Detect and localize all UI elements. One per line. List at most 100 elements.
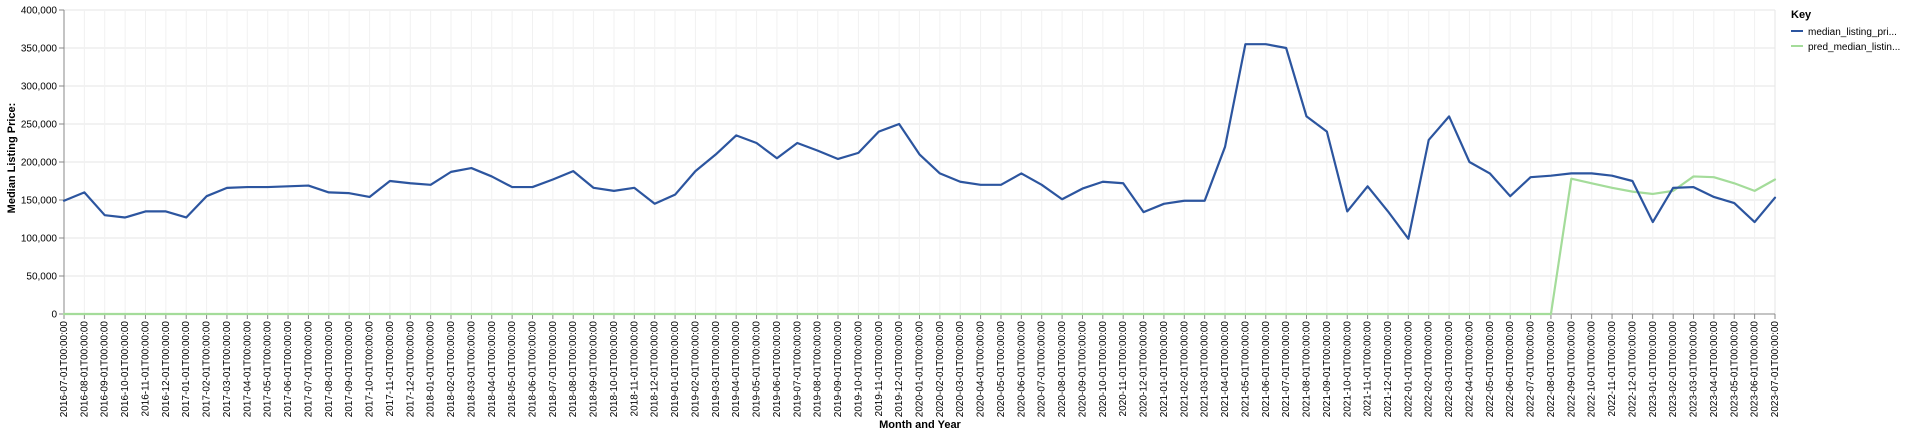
x-tick-label: 2020-01-01T00:00:00 [915, 321, 926, 418]
x-tick-label: 2016-08-01T00:00:00 [79, 321, 90, 418]
gridlines [63, 9, 1776, 315]
x-tick-label: 2019-05-01T00:00:00 [752, 321, 763, 418]
x-tick-label: 2016-11-01T00:00:00 [140, 321, 151, 417]
x-tick-label: 2020-06-01T00:00:00 [1016, 321, 1027, 418]
x-tick-label: 2019-06-01T00:00:00 [772, 321, 783, 418]
x-tick-label: 2018-02-01T00:00:00 [446, 321, 457, 418]
x-tick-label: 2020-10-01T00:00:00 [1098, 321, 1109, 418]
x-tick-label: 2021-04-01T00:00:00 [1220, 321, 1231, 418]
x-tick-label: 2018-06-01T00:00:00 [527, 321, 538, 418]
x-tick-label: 2017-05-01T00:00:00 [263, 321, 274, 418]
y-tick-label: 0 [51, 310, 57, 321]
x-tick-label: 2020-03-01T00:00:00 [955, 321, 966, 418]
x-tick-label: 2022-07-01T00:00:00 [1526, 321, 1537, 418]
x-tick-label: 2018-07-01T00:00:00 [548, 321, 559, 418]
series-line-pred [62, 175, 1777, 316]
legend-label-pred: pred_median_listin... [1808, 42, 1900, 53]
x-tick-label: 2020-12-01T00:00:00 [1139, 321, 1150, 418]
x-tick-label: 2023-01-01T00:00:00 [1648, 321, 1659, 418]
x-tick-label: 2023-06-01T00:00:00 [1750, 321, 1761, 418]
x-tick-label: 2020-05-01T00:00:00 [996, 321, 1007, 418]
y-tick-label: 350,000 [21, 44, 58, 55]
x-tick-label: 2021-02-01T00:00:00 [1179, 321, 1190, 418]
legend: Key median_listing_pri... pred_median_li… [1791, 9, 1900, 53]
x-tick-label: 2017-10-01T00:00:00 [365, 321, 376, 418]
x-tick-label: 2023-05-01T00:00:00 [1729, 321, 1740, 418]
x-tick-label: 2019-03-01T00:00:00 [711, 321, 722, 418]
y-tick-label: 100,000 [21, 234, 58, 245]
x-tick-label: 2020-07-01T00:00:00 [1037, 321, 1048, 418]
x-tick-label: 2023-03-01T00:00:00 [1689, 321, 1700, 418]
x-tick-label: 2019-12-01T00:00:00 [894, 321, 905, 418]
x-tick-label: 2021-12-01T00:00:00 [1383, 321, 1394, 418]
x-tick-label: 2018-01-01T00:00:00 [426, 321, 437, 418]
x-tick-label: 2022-09-01T00:00:00 [1566, 321, 1577, 418]
x-tick-label: 2021-03-01T00:00:00 [1200, 321, 1211, 418]
x-tick-label: 2021-01-01T00:00:00 [1159, 321, 1170, 418]
x-tick-label: 2022-12-01T00:00:00 [1627, 321, 1638, 418]
x-tick-label: 2016-12-01T00:00:00 [161, 321, 172, 418]
x-tick-label: 2017-07-01T00:00:00 [303, 321, 314, 418]
x-tick-label: 2019-02-01T00:00:00 [690, 321, 701, 418]
x-tick-label: 2022-01-01T00:00:00 [1403, 321, 1414, 418]
y-axis: 0 50,000 100,000 150,000 200,000 250,000 300,0… [21, 6, 65, 321]
x-tick-label: 2021-08-01T00:00:00 [1302, 321, 1313, 418]
x-tick-label: 2021-11-01T00:00:00 [1363, 321, 1374, 417]
x-tick-label: 2018-11-01T00:00:00 [629, 321, 640, 417]
x-tick-label: 2021-10-01T00:00:00 [1342, 321, 1353, 418]
x-tick-label: 2019-11-01T00:00:00 [874, 321, 885, 417]
x-tick-label: 2021-06-01T00:00:00 [1261, 321, 1272, 418]
x-tick-label: 2022-11-01T00:00:00 [1607, 321, 1618, 417]
y-tick-label: 250,000 [21, 120, 58, 131]
x-tick-label: 2019-01-01T00:00:00 [670, 321, 681, 418]
y-tick-label: 50,000 [26, 272, 57, 283]
x-tick-label: 2016-07-01T00:00:00 [59, 321, 70, 418]
x-tick-label: 2018-04-01T00:00:00 [487, 321, 498, 418]
x-tick-label: 2018-10-01T00:00:00 [609, 321, 620, 418]
x-tick-label: 2022-04-01T00:00:00 [1464, 321, 1475, 418]
x-tick-label: 2022-03-01T00:00:00 [1444, 321, 1455, 418]
x-tick-label: 2019-08-01T00:00:00 [813, 321, 824, 418]
x-tick-label: 2023-02-01T00:00:00 [1668, 321, 1679, 418]
x-tick-label: 2018-09-01T00:00:00 [589, 321, 600, 418]
x-tick-label: 2020-09-01T00:00:00 [1077, 321, 1088, 418]
x-tick-label: 2019-10-01T00:00:00 [853, 321, 864, 418]
y-tick-label: 200,000 [21, 158, 58, 169]
series-line-median [62, 43, 1777, 240]
x-tick-label: 2018-08-01T00:00:00 [568, 321, 579, 418]
series-lines [62, 43, 1777, 316]
legend-title: Key [1791, 9, 1812, 21]
x-tick-label: 2017-08-01T00:00:00 [324, 321, 335, 418]
x-tick-label: 2017-06-01T00:00:00 [283, 321, 294, 418]
x-tick-label: 2021-07-01T00:00:00 [1281, 321, 1292, 418]
x-tick-label: 2018-05-01T00:00:00 [507, 321, 518, 418]
y-tick-label: 300,000 [21, 82, 58, 93]
x-tick-label: 2019-04-01T00:00:00 [731, 321, 742, 418]
x-tick-label: 2017-12-01T00:00:00 [405, 321, 416, 418]
x-tick-label: 2021-05-01T00:00:00 [1240, 321, 1251, 418]
x-tick-label: 2021-09-01T00:00:00 [1322, 321, 1333, 418]
x-tick-label: 2023-07-01T00:00:00 [1770, 321, 1781, 418]
x-tick-label: 2017-03-01T00:00:00 [222, 321, 233, 418]
x-tick-label: 2017-11-01T00:00:00 [385, 321, 396, 417]
x-tick-label: 2022-06-01T00:00:00 [1505, 321, 1516, 418]
x-axis-title: Month and Year [879, 419, 961, 431]
x-tick-label: 2016-09-01T00:00:00 [100, 321, 111, 418]
x-tick-label: 2020-04-01T00:00:00 [976, 321, 987, 418]
y-tick-label: 400,000 [21, 6, 58, 17]
x-tick-label: 2022-10-01T00:00:00 [1587, 321, 1598, 418]
y-tick-label: 150,000 [21, 196, 58, 207]
x-tick-label: 2018-12-01T00:00:00 [650, 321, 661, 418]
x-tick-label: 2017-02-01T00:00:00 [202, 321, 213, 418]
x-tick-label: 2017-04-01T00:00:00 [242, 321, 253, 418]
x-tick-label: 2019-07-01T00:00:00 [792, 321, 803, 418]
x-tick-label: 2023-04-01T00:00:00 [1709, 321, 1720, 418]
x-axis: 2016-07-01T00:00:00 2016-08-01T00:00:00 20… [59, 313, 1781, 418]
x-tick-label: 2022-05-01T00:00:00 [1485, 321, 1496, 418]
x-tick-label: 2017-09-01T00:00:00 [344, 321, 355, 418]
legend-label-median: median_listing_pri... [1808, 27, 1897, 38]
x-tick-label: 2022-08-01T00:00:00 [1546, 321, 1557, 418]
y-axis-title: Median Listing Price: [6, 103, 18, 214]
x-tick-label: 2019-09-01T00:00:00 [833, 321, 844, 418]
